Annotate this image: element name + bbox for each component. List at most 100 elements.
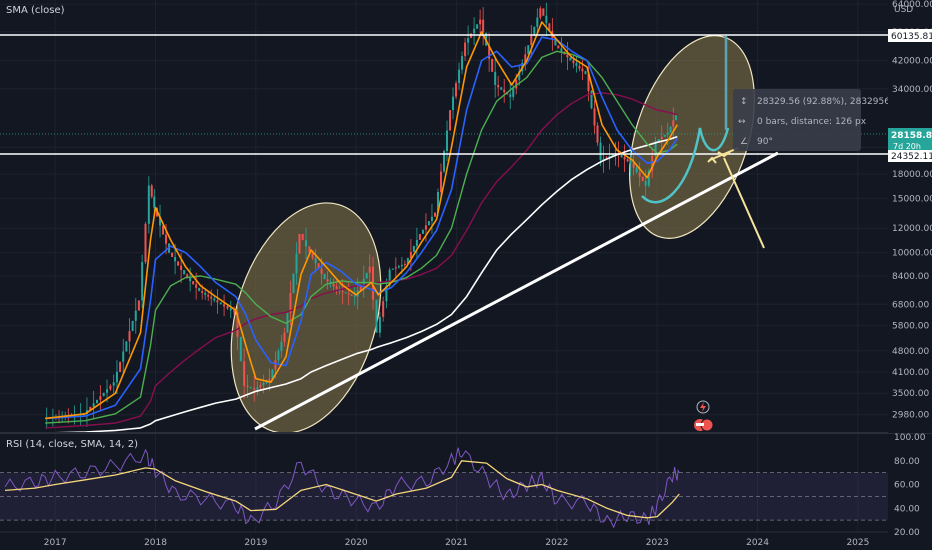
candle-body: [476, 24, 479, 29]
candle-body: [109, 385, 112, 390]
candle-body: [89, 406, 92, 411]
candle-body: [382, 301, 385, 317]
indicator-label[interactable]: SMA (close): [6, 5, 65, 16]
candle-body: [409, 251, 412, 258]
event-icon-lightning[interactable]: [696, 400, 710, 414]
candle-body: [443, 151, 445, 172]
candle-body: [433, 212, 436, 217]
candle-body: [651, 155, 654, 171]
measure-angle: 90°: [757, 137, 773, 147]
price-tick-label: 42000.00: [892, 57, 932, 67]
price-axis[interactable]: [888, 0, 932, 433]
rsi-tick-label: 40.00: [894, 504, 920, 514]
candle-body: [566, 54, 569, 58]
time-tick-label: 2017: [44, 538, 67, 548]
candle-body: [427, 221, 430, 226]
candle-body: [326, 279, 329, 282]
candle-body: [320, 268, 323, 274]
candle-body: [533, 26, 536, 36]
event-icon-flags[interactable]: [694, 418, 714, 432]
candle-body: [368, 266, 371, 273]
candle-body: [674, 114, 677, 121]
candle-body: [626, 159, 629, 162]
price-tick-label: 12000.00: [892, 224, 932, 234]
candle-body: [186, 274, 189, 278]
time-tick-label: 2019: [244, 538, 267, 548]
candle-body: [415, 239, 418, 246]
trend-line[interactable]: [254, 151, 779, 431]
candle-body: [557, 45, 560, 49]
candle-body: [660, 136, 663, 140]
candle-body: [271, 369, 274, 379]
candle-body: [112, 382, 115, 386]
candle-body: [467, 38, 470, 43]
candle-body: [623, 157, 626, 160]
support-tag-text: 24352.11: [891, 152, 932, 162]
rsi-tick-label: 80.00: [894, 457, 920, 467]
price-series: [45, 2, 678, 434]
candle-body: [385, 285, 388, 302]
candle-body: [201, 291, 204, 294]
candle-body: [128, 331, 131, 342]
candle-body: [436, 191, 439, 213]
price-tick-label: 4800.00: [892, 347, 929, 357]
candle-body: [323, 273, 326, 280]
rsi-sma-line: [4, 460, 680, 519]
time-axis[interactable]: 2017 2018 2019 2020 2021 2022 2023 2024 2025: [44, 538, 870, 548]
candle-body: [491, 58, 494, 72]
price-tick-label: 34000.00: [892, 85, 932, 95]
candle-body: [412, 245, 415, 252]
candle-body: [115, 371, 118, 383]
rsi-label[interactable]: RSI (14, close, SMA, 14, 2): [6, 439, 138, 450]
measure-tool[interactable]: ↕ 28329.56 (92.88%), 2832956 ↔ 0 bars, d…: [733, 89, 890, 151]
candle-body: [509, 94, 512, 97]
candle-body: [277, 351, 280, 361]
candle-body: [171, 252, 174, 258]
candle-body: [663, 134, 666, 137]
candle-body: [524, 54, 527, 63]
candle-body: [198, 287, 201, 292]
countdown-text: 7d 20h: [893, 142, 921, 151]
candle-body: [657, 139, 660, 142]
candle-body: [359, 284, 362, 291]
sma-white-line: [45, 135, 678, 434]
candle-body: [125, 341, 128, 352]
candle-body: [150, 185, 153, 197]
highlight-ellipse-2019: [230, 202, 382, 434]
sma-maroon-line: [45, 92, 678, 429]
rsi-axis-labels: 20.00 40.00 60.00 80.00 100.00: [894, 433, 926, 538]
candle-body: [262, 383, 265, 386]
candle-body: [332, 283, 335, 287]
price-tick-label: 5800.00: [892, 322, 929, 332]
candle-body: [548, 23, 551, 31]
candle-body: [347, 293, 350, 295]
candle-body: [165, 234, 168, 244]
candle-body: [536, 17, 539, 27]
candle-body: [192, 281, 195, 285]
candle-body: [102, 392, 105, 397]
candle-body: [177, 261, 180, 266]
candle-body: [236, 312, 239, 337]
measure-bars-icon: ↔: [738, 117, 746, 127]
time-tick-label: 2020: [345, 538, 368, 548]
candle-body: [452, 96, 455, 111]
arrow-annotation: [707, 147, 765, 249]
candle-body: [253, 388, 256, 390]
rsi-pane: [0, 447, 888, 529]
candle-body: [207, 294, 210, 297]
candle-body: [654, 141, 657, 156]
candle-body: [226, 306, 229, 309]
candle-body: [144, 223, 147, 263]
time-tick-label: 2025: [846, 538, 869, 548]
candle-body: [632, 163, 635, 168]
candle-body: [512, 88, 515, 97]
candle-body: [560, 48, 563, 52]
candle-body: [233, 310, 236, 313]
price-tick-label: 2980.00: [892, 411, 929, 421]
candle-body: [153, 196, 156, 208]
candle-body: [292, 273, 295, 294]
candle-body: [403, 263, 406, 266]
candle-body: [335, 286, 338, 289]
candle-body: [283, 332, 286, 342]
